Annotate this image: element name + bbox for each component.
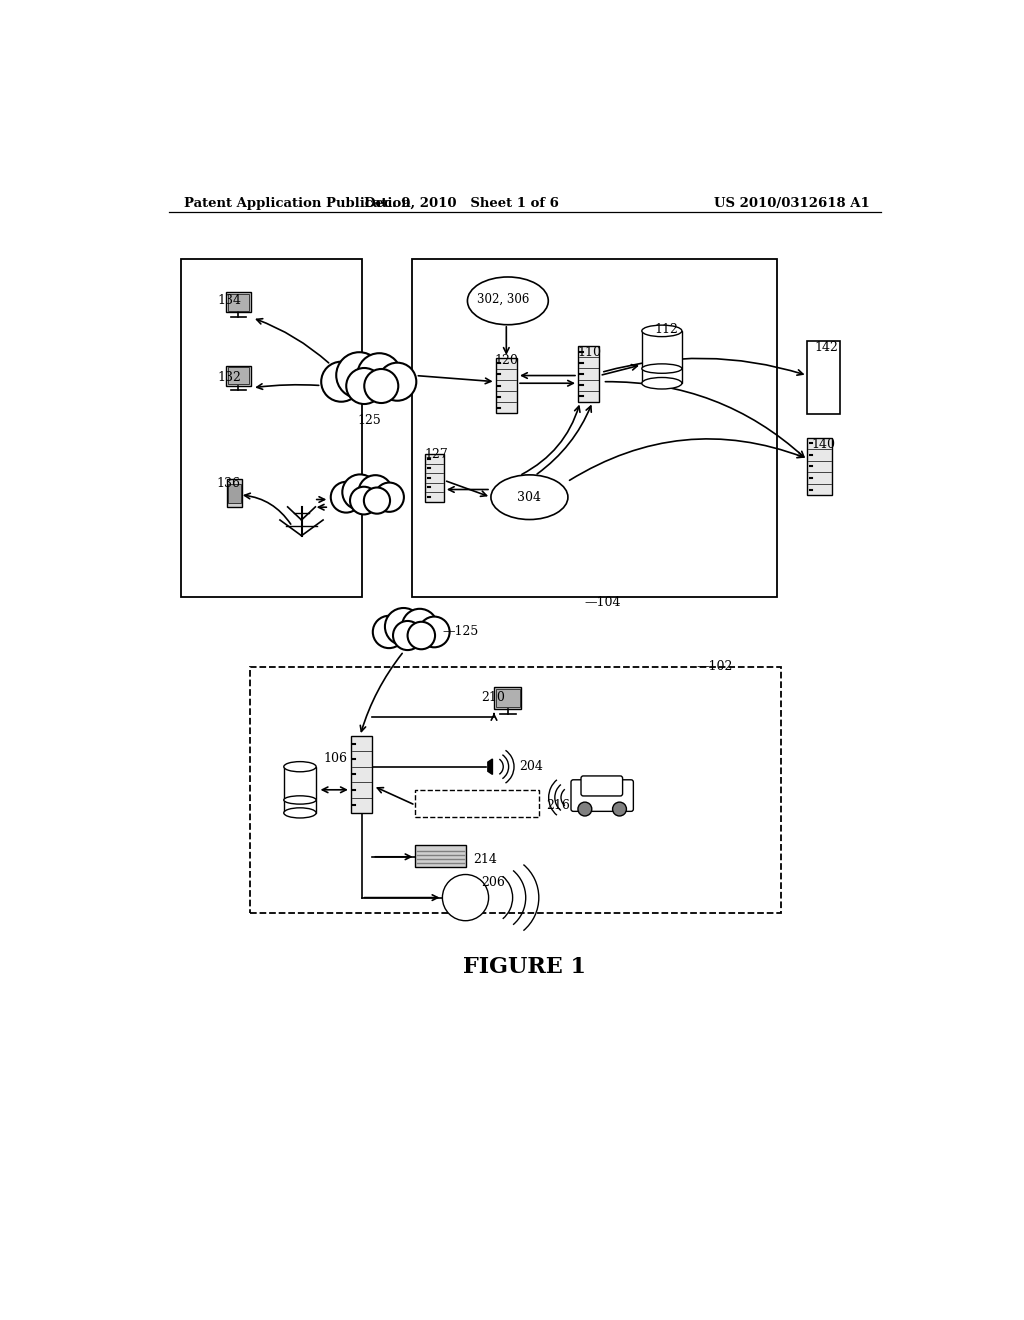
Circle shape — [401, 609, 437, 644]
Text: 120: 120 — [494, 354, 518, 367]
Circle shape — [578, 803, 592, 816]
FancyBboxPatch shape — [581, 776, 623, 796]
Ellipse shape — [284, 762, 316, 772]
Circle shape — [419, 616, 450, 647]
Text: 132: 132 — [217, 371, 242, 384]
Circle shape — [331, 482, 361, 512]
Circle shape — [350, 487, 378, 515]
Bar — [228, 484, 241, 503]
Bar — [642, 331, 682, 383]
Circle shape — [375, 483, 403, 512]
Text: 127: 127 — [425, 449, 449, 462]
Bar — [226, 366, 251, 385]
Bar — [425, 454, 444, 502]
Ellipse shape — [467, 277, 548, 325]
Text: 106: 106 — [323, 752, 347, 766]
Ellipse shape — [490, 475, 568, 520]
Circle shape — [393, 620, 422, 649]
Circle shape — [357, 354, 401, 397]
Text: 302, 306: 302, 306 — [477, 293, 529, 306]
Ellipse shape — [642, 325, 682, 337]
Bar — [226, 479, 243, 507]
Bar — [412, 259, 777, 598]
Bar — [416, 789, 539, 817]
Text: 142: 142 — [814, 341, 839, 354]
Circle shape — [365, 370, 398, 403]
Ellipse shape — [642, 378, 682, 389]
Circle shape — [378, 363, 417, 401]
Bar — [807, 437, 833, 495]
Bar — [226, 293, 251, 313]
Text: 204: 204 — [519, 760, 544, 774]
Bar — [180, 259, 361, 598]
Ellipse shape — [284, 796, 316, 804]
Circle shape — [336, 352, 382, 399]
Circle shape — [373, 615, 406, 648]
Circle shape — [385, 609, 422, 645]
Text: —125: —125 — [442, 626, 478, 639]
Bar — [416, 845, 466, 867]
Text: 206: 206 — [481, 875, 505, 888]
Bar — [578, 346, 599, 401]
Bar — [284, 767, 316, 813]
Bar — [496, 689, 520, 708]
FancyBboxPatch shape — [571, 780, 634, 812]
Bar — [807, 342, 840, 414]
Text: 136: 136 — [217, 477, 241, 490]
Circle shape — [346, 368, 382, 404]
Circle shape — [408, 622, 435, 649]
Text: Patent Application Publication: Patent Application Publication — [184, 197, 412, 210]
Text: 216: 216 — [547, 799, 570, 812]
Bar — [250, 667, 781, 913]
Circle shape — [364, 487, 390, 513]
Text: 210: 210 — [481, 690, 505, 704]
Circle shape — [342, 474, 378, 510]
Text: FIGURE 1: FIGURE 1 — [463, 956, 587, 978]
Bar — [227, 367, 249, 384]
Text: 134: 134 — [217, 294, 242, 308]
Ellipse shape — [284, 808, 316, 818]
Text: 125: 125 — [357, 413, 382, 426]
Text: —104: —104 — [585, 597, 622, 610]
Bar — [496, 358, 517, 413]
Bar — [227, 294, 249, 312]
Circle shape — [612, 803, 627, 816]
Circle shape — [358, 475, 392, 510]
Text: Dec. 9, 2010   Sheet 1 of 6: Dec. 9, 2010 Sheet 1 of 6 — [365, 197, 559, 210]
Text: US 2010/0312618 A1: US 2010/0312618 A1 — [714, 197, 869, 210]
Text: —102: —102 — [696, 660, 733, 673]
Text: 140: 140 — [811, 438, 836, 451]
Bar — [495, 688, 521, 709]
Ellipse shape — [642, 364, 682, 374]
Text: 304: 304 — [517, 491, 541, 504]
Text: 214: 214 — [473, 853, 497, 866]
Polygon shape — [487, 759, 493, 775]
Bar — [351, 737, 373, 813]
Text: 110: 110 — [578, 346, 601, 359]
Text: 112: 112 — [654, 323, 678, 335]
Circle shape — [442, 874, 488, 921]
Circle shape — [322, 362, 361, 401]
